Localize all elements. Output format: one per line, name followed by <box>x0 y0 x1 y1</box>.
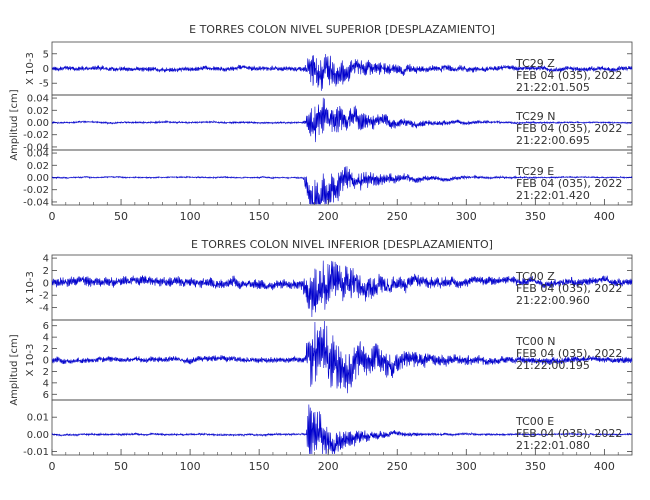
station-time-label: 21:22:01.080 <box>516 439 590 452</box>
y-tick-label: -2 <box>39 291 49 302</box>
y-tick-label: -0.04 <box>23 197 49 208</box>
y-tick-label: 6 <box>43 321 49 332</box>
scale-label: X 10-3 <box>25 344 36 377</box>
y-tick-label: 5 <box>43 49 49 60</box>
y-tick-label: 0.01 <box>27 413 49 424</box>
y-tick-label: -5 <box>39 79 49 90</box>
x-tick-label: 200 <box>318 460 339 473</box>
y-tick-label: 0.00 <box>27 173 49 184</box>
station-time-label: 21:22:01.505 <box>516 81 590 94</box>
section-1-title: E TORRES COLON NIVEL SUPERIOR [DESPLAZAM… <box>189 23 495 36</box>
x-tick-label: 50 <box>114 460 128 473</box>
station-date-label: FEB 04 (035), 2022 <box>516 427 622 440</box>
x-tick-label: 250 <box>387 460 408 473</box>
x-tick-label: 100 <box>180 210 201 223</box>
x-tick-label: 0 <box>49 460 56 473</box>
y-tick-label: 4 <box>43 254 49 265</box>
scale-label: X 10-3 <box>25 271 36 304</box>
station-channel-label: TC00 N <box>515 335 555 348</box>
x-tick-label: 200 <box>318 210 339 223</box>
trace-line <box>51 260 633 318</box>
station-channel-label: TC29 E <box>515 165 554 178</box>
scale-label: X 10-3 <box>25 52 36 85</box>
y-tick-label: 0.02 <box>27 161 49 172</box>
station-date-label: FEB 04 (035), 2022 <box>516 177 622 190</box>
y-tick-label: -0.02 <box>23 130 49 141</box>
y-tick-label: 0.00 <box>27 118 49 129</box>
x-tick-label: 150 <box>249 460 270 473</box>
y-tick-label: 4 <box>43 378 49 389</box>
x-tick-label: 400 <box>594 210 615 223</box>
y-tick-label: 0.02 <box>27 106 49 117</box>
y-tick-label: 0 <box>43 64 49 75</box>
station-time-label: 21:22:00.695 <box>516 134 590 147</box>
x-tick-label: 400 <box>594 460 615 473</box>
x-tick-label: 350 <box>525 460 546 473</box>
y-tick-label: -4 <box>39 303 49 314</box>
station-date-label: FEB 04 (035), 2022 <box>516 122 622 135</box>
section-2-title: E TORRES COLON NIVEL INFERIOR [DESPLAZAM… <box>191 238 493 251</box>
y-tick-label: 4 <box>43 333 49 344</box>
x-tick-label: 300 <box>456 210 477 223</box>
x-tick-label: 300 <box>456 460 477 473</box>
trace-line <box>51 53 633 91</box>
station-date-label: FEB 04 (035), 2022 <box>516 69 622 82</box>
trace-line <box>51 404 633 455</box>
x-tick-label: 150 <box>249 210 270 223</box>
section-2-ylabel: Amplitud [cm] <box>9 334 20 405</box>
station-channel-label: TC00 E <box>515 415 554 428</box>
y-tick-label: 0.00 <box>27 430 49 441</box>
trace-line <box>51 320 633 394</box>
x-tick-label: 250 <box>387 210 408 223</box>
y-tick-label: 2 <box>43 344 49 355</box>
y-tick-label: 0 <box>43 278 49 289</box>
y-tick-label: 6 <box>43 390 49 401</box>
trace-line <box>51 97 633 143</box>
station-time-label: 21:22:00.960 <box>516 294 590 307</box>
y-tick-label: -0.02 <box>23 185 49 196</box>
y-tick-label: -0.04 <box>23 142 49 153</box>
station-channel-label: TC29 N <box>515 110 555 123</box>
y-tick-label: 0.04 <box>27 94 49 105</box>
section-1-ylabel: Amplitud [cm] <box>9 89 20 160</box>
y-tick-label: 2 <box>43 266 49 277</box>
station-date-label: FEB 04 (035), 2022 <box>516 282 622 295</box>
y-tick-label: 0.04 <box>27 149 49 160</box>
x-tick-label: 100 <box>180 460 201 473</box>
station-channel-label: TC29 Z <box>515 57 555 70</box>
station-channel-label: TC00 Z <box>515 270 555 283</box>
station-time-label: 21:22:01.420 <box>516 189 590 202</box>
trace-line <box>51 166 633 205</box>
y-tick-label: -0.01 <box>23 447 49 458</box>
y-tick-label: 2 <box>43 367 49 378</box>
x-tick-label: 350 <box>525 210 546 223</box>
x-tick-label: 50 <box>114 210 128 223</box>
x-tick-label: 0 <box>49 210 56 223</box>
y-tick-label: 0 <box>43 356 49 367</box>
station-time-label: 21:22:00.195 <box>516 359 590 372</box>
station-date-label: FEB 04 (035), 2022 <box>516 347 622 360</box>
